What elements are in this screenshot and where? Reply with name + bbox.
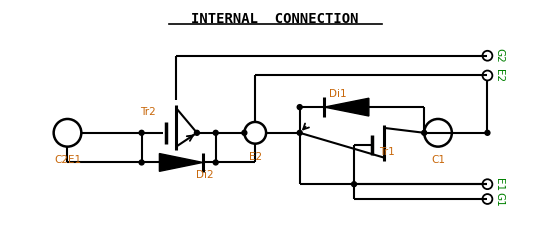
Text: C1: C1 <box>431 154 445 164</box>
Circle shape <box>297 105 302 110</box>
Text: Di2: Di2 <box>196 170 214 180</box>
Circle shape <box>242 130 247 135</box>
Text: C2E1: C2E1 <box>54 154 81 164</box>
Text: G1: G1 <box>494 192 505 206</box>
Circle shape <box>485 130 490 135</box>
Circle shape <box>139 160 144 165</box>
Circle shape <box>213 130 218 135</box>
Text: E1: E1 <box>494 178 505 191</box>
Polygon shape <box>324 98 369 116</box>
Circle shape <box>297 130 302 135</box>
Text: Tr2: Tr2 <box>139 107 155 117</box>
Polygon shape <box>159 154 203 171</box>
Text: E2: E2 <box>494 69 505 82</box>
Text: G2: G2 <box>494 48 505 63</box>
Circle shape <box>422 130 427 135</box>
Text: Di1: Di1 <box>329 89 347 99</box>
Text: INTERNAL  CONNECTION: INTERNAL CONNECTION <box>191 12 358 26</box>
Text: E2: E2 <box>249 152 262 161</box>
Text: Tr1: Tr1 <box>379 147 395 157</box>
Circle shape <box>213 160 218 165</box>
Circle shape <box>351 182 356 187</box>
Circle shape <box>194 130 199 135</box>
Circle shape <box>139 130 144 135</box>
